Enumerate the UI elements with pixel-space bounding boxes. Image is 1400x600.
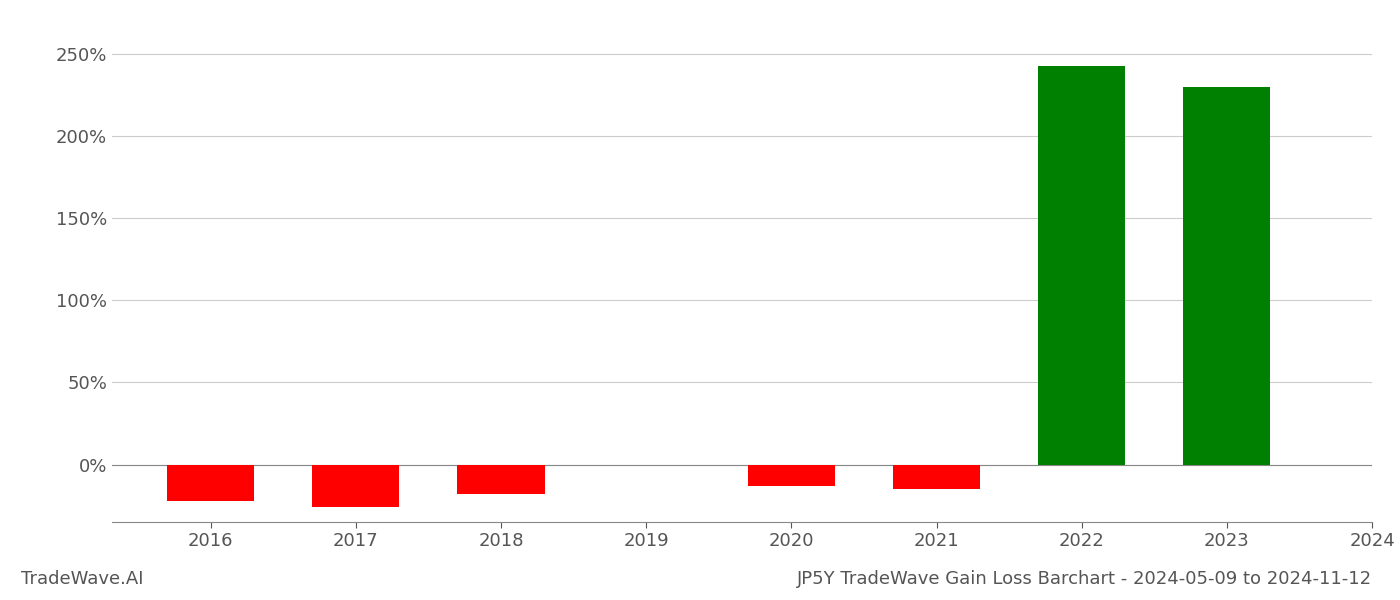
Text: TradeWave.AI: TradeWave.AI (21, 570, 143, 588)
Bar (458, 464, 545, 494)
Bar (312, 464, 399, 507)
Bar (893, 464, 980, 489)
Bar (167, 464, 255, 500)
Bar (602, 464, 690, 466)
Text: JP5Y TradeWave Gain Loss Barchart - 2024-05-09 to 2024-11-12: JP5Y TradeWave Gain Loss Barchart - 2024… (797, 570, 1372, 588)
Bar (748, 464, 834, 486)
Bar (1183, 87, 1270, 464)
Bar (1039, 65, 1126, 464)
